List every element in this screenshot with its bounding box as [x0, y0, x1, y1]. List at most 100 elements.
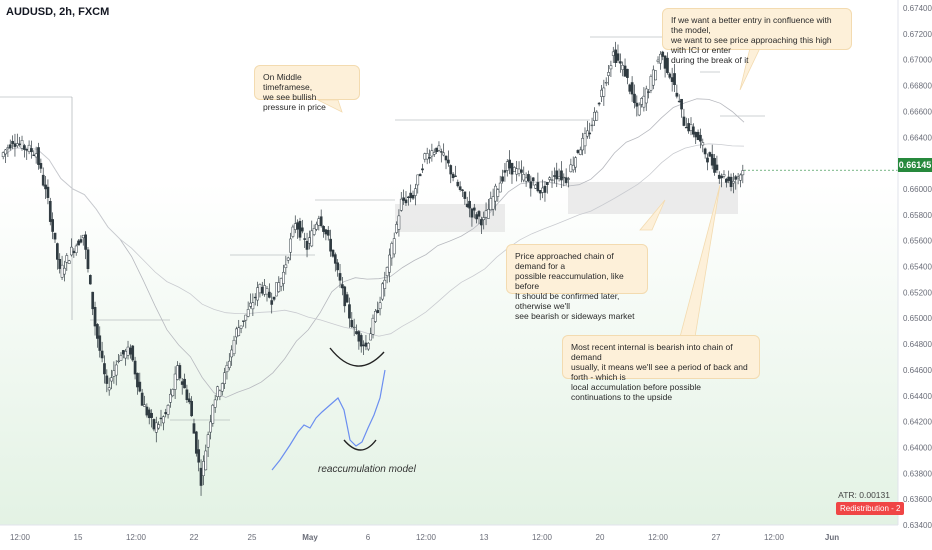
callout-pointer-middle [317, 99, 343, 113]
y-tick-label: 0.65200 [903, 288, 932, 297]
plot-background [0, 0, 898, 525]
candle-body [48, 200, 52, 222]
candle-body [239, 325, 243, 329]
candle-body [37, 147, 40, 165]
candle-body [225, 365, 229, 373]
x-tick-label: 20 [596, 533, 605, 542]
candle-body [8, 144, 12, 149]
candle-body [397, 215, 401, 230]
candle-body [470, 208, 474, 218]
candle-body [112, 370, 116, 377]
x-axis-ticks: 12:00 15 12:00 22 25 May 6 12:00 13 12:00 20 12:00 2… [10, 533, 839, 542]
candle-body [171, 389, 175, 397]
candle-body [673, 73, 676, 86]
candle-body [675, 92, 679, 97]
candle-body [324, 229, 328, 235]
y-tick-label: 0.66600 [903, 107, 932, 116]
candle-body [531, 177, 535, 182]
candle-body [100, 350, 104, 359]
candle-body [268, 291, 271, 298]
candle-body [277, 282, 281, 292]
candle-body [668, 73, 672, 78]
candle-body [736, 176, 740, 179]
candle-body [724, 178, 728, 183]
candle-body [404, 199, 408, 204]
candle-body [630, 82, 634, 95]
candle-body [235, 328, 238, 338]
candle-body [136, 372, 139, 388]
candle-body [303, 238, 307, 240]
candle-body [157, 424, 160, 429]
candle-body [310, 230, 314, 247]
candle-body [720, 175, 723, 179]
candle-body [484, 210, 488, 218]
candle-body [663, 55, 667, 69]
candle-body [218, 390, 222, 397]
candle-body [699, 134, 702, 142]
candle-body [607, 72, 610, 76]
candle-body [524, 177, 528, 182]
candle-body [590, 124, 594, 127]
candle-body [512, 167, 516, 172]
candle-body [209, 421, 212, 433]
candle-body [557, 176, 561, 179]
candle-body [609, 65, 613, 70]
candle-body [623, 65, 627, 77]
candle-body [437, 145, 441, 151]
candle-body [53, 232, 57, 240]
candle-body [399, 198, 403, 211]
candle-body [84, 234, 87, 250]
y-tick-label: 0.63400 [903, 521, 932, 530]
candle-body [18, 143, 22, 145]
candle-body [461, 189, 464, 191]
candle-body [192, 423, 196, 434]
candle-body [220, 383, 224, 392]
candle-body [715, 164, 719, 171]
y-tick-label: 0.64000 [903, 443, 932, 452]
candle-body [58, 259, 62, 269]
candle-body [604, 82, 608, 84]
candle-body [331, 249, 335, 257]
candle-body [336, 262, 340, 271]
candle-body [105, 375, 109, 384]
candle-body [713, 158, 716, 173]
candle-body [522, 173, 526, 181]
candle-body [291, 226, 295, 237]
candle-body [131, 345, 135, 361]
candle-body [199, 467, 203, 486]
candle-body [383, 279, 387, 289]
candle-body [204, 450, 208, 471]
candle-body [576, 150, 580, 153]
x-tick-label: 12:00 [126, 533, 147, 542]
candle-body [689, 124, 693, 131]
candle-body [246, 309, 250, 317]
candle-body [159, 417, 163, 420]
y-tick-label: 0.64200 [903, 418, 932, 427]
candle-body [694, 131, 698, 138]
y-tick-label: 0.65600 [903, 237, 932, 246]
candle-body [454, 175, 457, 177]
x-tick-label: 15 [74, 533, 83, 542]
candle-body [432, 152, 436, 155]
candle-body [166, 405, 170, 415]
candle-body [414, 188, 417, 196]
candle-body [489, 198, 493, 211]
candle-body [439, 151, 443, 153]
candle-body [312, 228, 316, 235]
candle-body [371, 317, 375, 335]
y-tick-label: 0.64600 [903, 366, 932, 375]
candle-body [242, 320, 245, 322]
candle-body [270, 300, 274, 305]
candle-body [147, 409, 151, 419]
candle-body [11, 140, 14, 145]
candle-body [305, 240, 309, 250]
candle-body [651, 69, 655, 86]
candle-body [498, 182, 502, 193]
candle-body [117, 360, 120, 363]
candle-body [560, 170, 563, 181]
x-tick-label: 12:00 [532, 533, 553, 542]
candle-body [275, 282, 278, 297]
candle-body [527, 174, 530, 182]
candle-body [463, 191, 467, 199]
